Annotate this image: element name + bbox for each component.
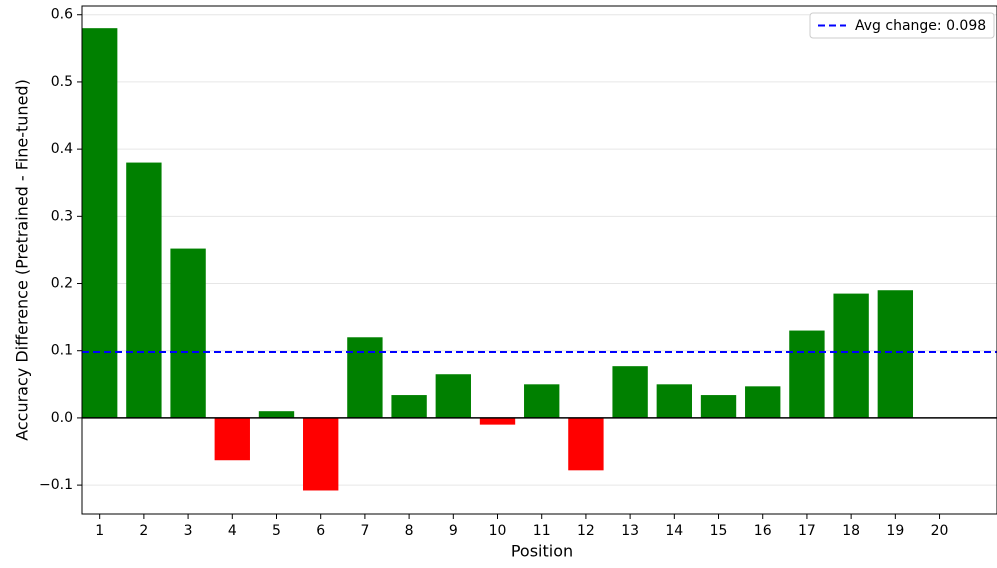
x-tick-label: 10 — [489, 523, 507, 539]
x-tick-label: 5 — [272, 523, 281, 539]
x-tick-label: 14 — [665, 523, 683, 539]
legend-box — [809, 12, 995, 39]
y-tick-label: 0.3 — [51, 208, 73, 224]
y-tick-label: 0.0 — [51, 410, 73, 426]
x-tick-label: 13 — [621, 523, 639, 539]
bar — [656, 384, 692, 418]
bar — [391, 395, 427, 418]
bar — [789, 330, 825, 418]
bar — [833, 293, 869, 418]
x-tick-label: 11 — [533, 523, 551, 539]
bar — [82, 28, 118, 418]
bar — [568, 417, 604, 471]
bar — [700, 395, 737, 418]
x-tick-label: 6 — [316, 523, 325, 539]
bar — [303, 417, 339, 491]
bar — [877, 290, 914, 418]
axes-frame — [81, 5, 997, 515]
x-tick-label: 18 — [842, 523, 860, 539]
x-tick-label: 9 — [449, 523, 458, 539]
bar — [745, 386, 781, 418]
legend-label: Avg change: 0.098 — [855, 18, 986, 34]
bar — [479, 417, 516, 425]
x-tick-label: 7 — [360, 523, 369, 539]
x-tick-label: 15 — [710, 523, 728, 539]
y-tick-label: 0.4 — [51, 141, 73, 157]
bar — [126, 162, 162, 418]
x-tick-label: 8 — [405, 523, 414, 539]
x-tick-label: 3 — [184, 523, 193, 539]
x-tick-label: 2 — [139, 523, 148, 539]
bar — [435, 374, 471, 418]
y-tick-label: 0.2 — [51, 276, 73, 292]
bar — [347, 337, 383, 418]
x-tick-label: 4 — [228, 523, 237, 539]
x-tick-label: 16 — [754, 523, 772, 539]
x-tick-label: 12 — [577, 523, 595, 539]
x-axis-label: Position — [511, 542, 573, 561]
y-axis-label: Accuracy Difference (Pretrained - Fine-t… — [13, 79, 32, 441]
y-tick-label: 0.1 — [51, 343, 73, 359]
bar — [170, 248, 206, 418]
y-tick-label: 0.6 — [51, 7, 73, 23]
x-tick-label: 19 — [886, 523, 904, 539]
y-tick-label: −0.1 — [39, 477, 73, 493]
x-tick-label: 17 — [798, 523, 816, 539]
bar — [214, 417, 250, 461]
bar — [524, 384, 560, 418]
x-tick-label: 1 — [95, 523, 104, 539]
bar — [258, 411, 295, 418]
y-tick-label: 0.5 — [51, 74, 73, 90]
bar — [612, 366, 648, 418]
x-tick-label: 20 — [931, 523, 949, 539]
